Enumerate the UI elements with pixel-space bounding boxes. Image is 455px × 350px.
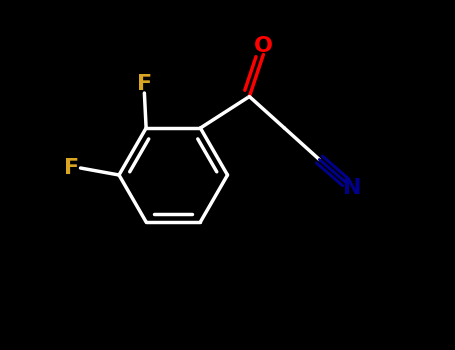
- Text: N: N: [343, 177, 361, 197]
- Text: F: F: [64, 158, 79, 178]
- Text: O: O: [254, 36, 273, 56]
- Text: F: F: [137, 74, 152, 94]
